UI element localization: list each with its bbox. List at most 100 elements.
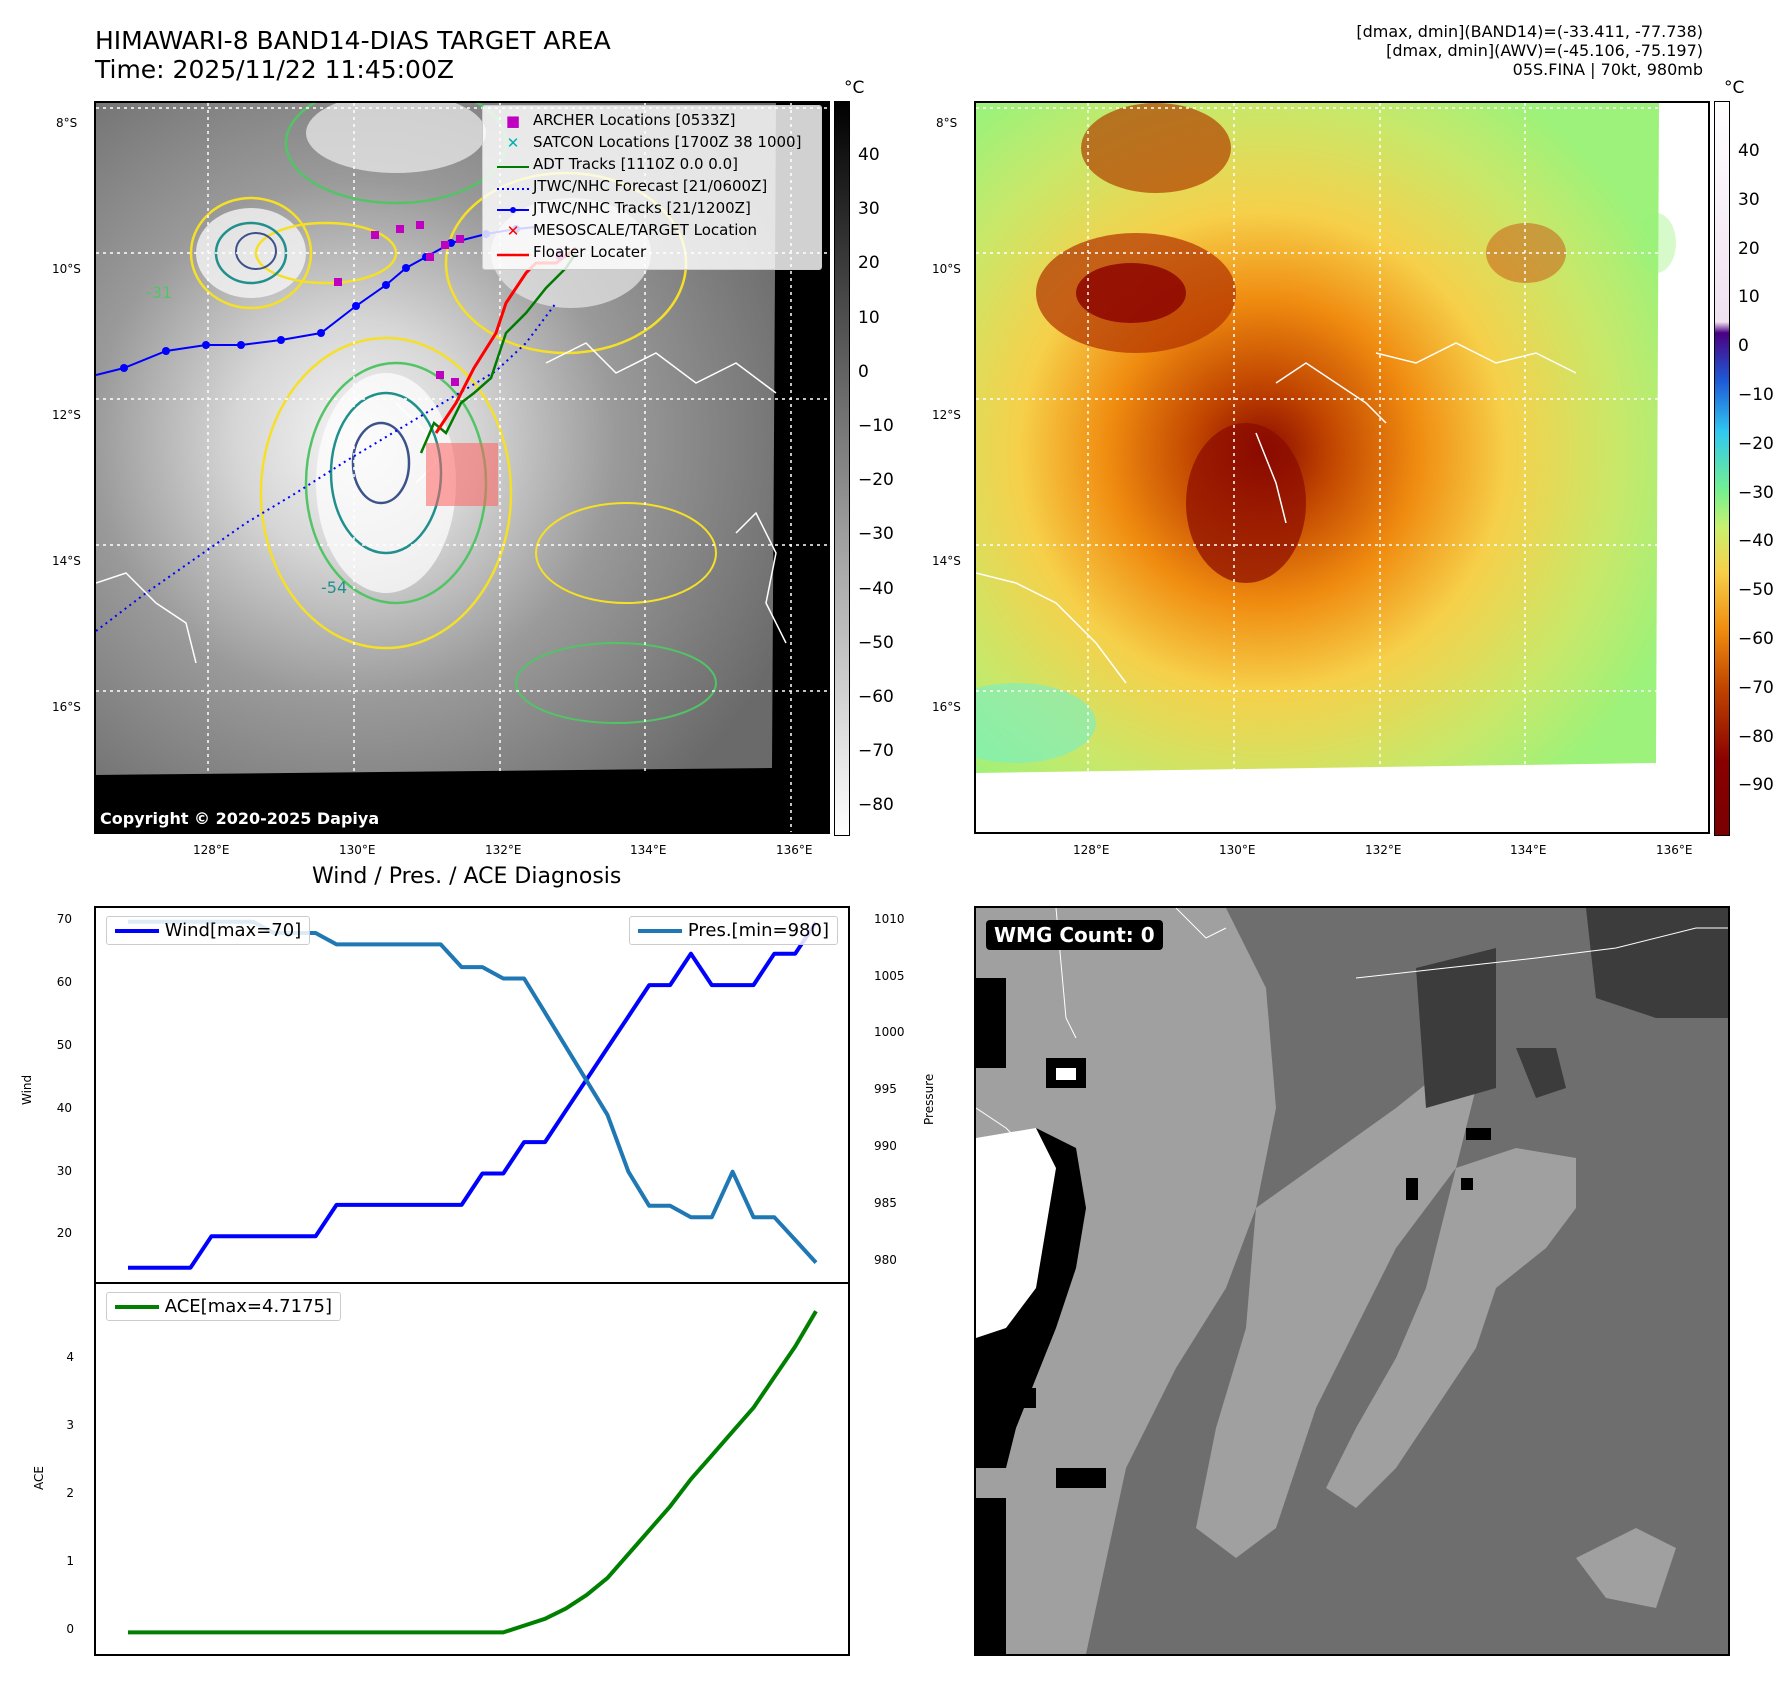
band14-map-image: -31 -54: [96, 103, 828, 832]
ace-y-tick-3: 3: [66, 1418, 74, 1433]
ace-y-tick-0: 0: [66, 1622, 74, 1637]
ace-series-line: [128, 1310, 818, 1635]
pres-ylabel: Pressure: [922, 1073, 936, 1125]
pres-y-tick-4: 1000: [874, 1025, 905, 1040]
awv-map-image: [976, 103, 1676, 773]
colorbar-awv-tick-6: −20: [1738, 433, 1774, 454]
colorbar-awv-tick-13: −90: [1738, 775, 1774, 796]
contour-label-54: -54: [321, 578, 347, 597]
awv-map-panel[interactable]: [974, 101, 1710, 834]
wind-y-tick-2: 40: [56, 1100, 72, 1115]
awv-lat-label-12s: 12°S: [932, 408, 961, 422]
forecast-dotted-icon: [493, 176, 533, 198]
lat-label-10s: 10°S: [52, 262, 81, 276]
legend-jtwc-forecast: JTWC/NHC Forecast [21/0600Z]: [493, 175, 767, 197]
colorbar-band14-tick-5: −10: [858, 416, 894, 436]
ace-panel[interactable]: ACE[max=4.7175]: [94, 1282, 850, 1656]
ace-ylabel: ACE: [32, 1466, 46, 1490]
colorbar-band14-tick-9: −50: [858, 632, 894, 653]
mesoscale-x-icon: ✕: [506, 221, 520, 240]
pres-y-tick-2: 990: [874, 1138, 897, 1153]
wind-y-tick-4: 60: [56, 975, 72, 990]
pres-legend-label: Pres.[min=980]: [687, 920, 829, 941]
ace-legend: ACE[max=4.7175]: [106, 1292, 341, 1321]
pres-y-tick-0: 980: [874, 1252, 897, 1267]
awv-lon-label-134e: 134°E: [1510, 843, 1547, 857]
info-line-2: [dmax, dmin](AWV)=(-45.106, -75.197): [1386, 41, 1703, 60]
wind-y-tick-5: 70: [56, 912, 72, 927]
lon-label-128e: 128°E: [193, 843, 230, 857]
awv-lat-label-10s: 10°S: [932, 262, 961, 276]
wind-legend-line-icon: [115, 929, 159, 933]
wind-ylabel: Wind: [20, 1074, 34, 1105]
info-line-3: 05S.FINA | 70kt, 980mb: [1512, 60, 1703, 79]
legend-archer: ■ ARCHER Locations [0533Z]: [493, 109, 736, 131]
awv-lat-label-14s: 14°S: [932, 554, 961, 568]
title-line-1: HIMAWARI-8 BAND14-DIAS TARGET AREA: [95, 26, 611, 55]
colorbar-band14-tick-12: −80: [858, 795, 894, 816]
map-legend: ■ ARCHER Locations [0533Z] ✕ SATCON Locati…: [482, 105, 822, 270]
floater-line-icon: [493, 242, 533, 264]
colorbar-awv-tick-8: −40: [1738, 531, 1774, 552]
pres-legend: Pres.[min=980]: [629, 916, 838, 945]
wmg-panel[interactable]: WMG Count: 0: [974, 906, 1730, 1656]
pres-y-tick-6: 1010: [874, 911, 905, 926]
colorbar-band14-tick-6: −20: [858, 470, 894, 491]
ace-y-tick-2: 2: [66, 1486, 74, 1501]
colorbar-band14-tick-3: 10: [858, 307, 880, 328]
wind-y-tick-1: 30: [56, 1163, 72, 1178]
colorbar-awv-tick-4: 0: [1738, 336, 1749, 357]
pres-series-line: [128, 919, 818, 1264]
colorbar-band14: [834, 101, 850, 836]
awv-lon-label-136e: 136°E: [1656, 843, 1693, 857]
awv-lat-label-16s: 16°S: [932, 700, 961, 714]
colorbar-band14-tick-10: −60: [858, 687, 894, 707]
wind-pres-plot: [128, 919, 818, 1270]
awv-lon-label-128e: 128°E: [1073, 843, 1110, 857]
colorbar-band14-tick-1: 30: [858, 199, 880, 220]
colorbar-awv: [1714, 101, 1730, 836]
diagnosis-title: Wind / Pres. / ACE Diagnosis: [312, 864, 622, 889]
lat-label-16s: 16°S: [52, 700, 81, 714]
pres-y-tick-1: 985: [874, 1195, 897, 1210]
legend-jtwc-tracks: JTWC/NHC Tracks [21/1200Z]: [493, 197, 751, 219]
colorbar-band14-unit: °C: [844, 78, 865, 98]
colorbar-band14-tick-8: −40: [858, 578, 894, 599]
archer-square-icon: ■: [505, 111, 521, 130]
wind-legend: Wind[max=70]: [106, 916, 311, 945]
wind-pres-panel[interactable]: Wind[max=70] Pres.[min=980]: [94, 906, 850, 1284]
legend-satcon: ✕ SATCON Locations [1700Z 38 1000]: [493, 131, 802, 153]
chart-title: HIMAWARI-8 BAND14-DIAS TARGET AREA Time:…: [95, 26, 611, 84]
adt-line-icon: [493, 154, 533, 176]
pres-y-tick-3: 995: [874, 1082, 897, 1097]
lon-label-134e: 134°E: [630, 843, 667, 857]
contour-label-31: -31: [146, 283, 172, 302]
colorbar-awv-tick-0: 40: [1738, 141, 1760, 161]
lat-label-8s: 8°S: [56, 116, 78, 130]
pres-y-tick-5: 1005: [874, 968, 905, 983]
legend-mesoscale: ✕ MESOSCALE/TARGET Location: [493, 219, 757, 241]
title-line-2: Time: 2025/11/22 11:45:00Z: [95, 55, 454, 84]
colorbar-awv-tick-11: −70: [1738, 677, 1774, 698]
band14-map-panel[interactable]: -31 -54 Copyright © 2020-2025 Dapiya ■ AR…: [94, 101, 830, 834]
lat-label-12s: 12°S: [52, 408, 81, 422]
colorbar-awv-tick-3: 10: [1738, 287, 1760, 308]
colorbar-awv-unit: °C: [1724, 78, 1745, 98]
colorbar-awv-tick-1: 30: [1738, 189, 1760, 210]
info-line-1: [dmax, dmin](BAND14)=(-33.411, -77.738): [1356, 22, 1703, 41]
colorbar-band14-tick-2: 20: [858, 253, 880, 274]
colorbar-awv-tick-5: −10: [1738, 385, 1774, 405]
ace-legend-label: ACE[max=4.7175]: [164, 1296, 332, 1317]
stats-info: [dmax, dmin](BAND14)=(-33.411, -77.738) …: [1356, 22, 1703, 79]
colorbar-awv-tick-9: −50: [1738, 580, 1774, 601]
lon-label-136e: 136°E: [776, 843, 813, 857]
legend-adt: ADT Tracks [1110Z 0.0 0.0]: [493, 153, 738, 175]
lon-label-132e: 132°E: [485, 843, 522, 857]
awv-lat-label-8s: 8°S: [936, 116, 958, 130]
wmg-image: [976, 908, 1728, 1654]
colorbar-band14-tick-11: −70: [858, 741, 894, 762]
awv-lon-label-130e: 130°E: [1219, 843, 1256, 857]
satcon-x-icon: ✕: [506, 133, 520, 152]
ace-y-tick-4: 4: [66, 1350, 74, 1365]
colorbar-band14-tick-0: 40: [858, 145, 880, 165]
